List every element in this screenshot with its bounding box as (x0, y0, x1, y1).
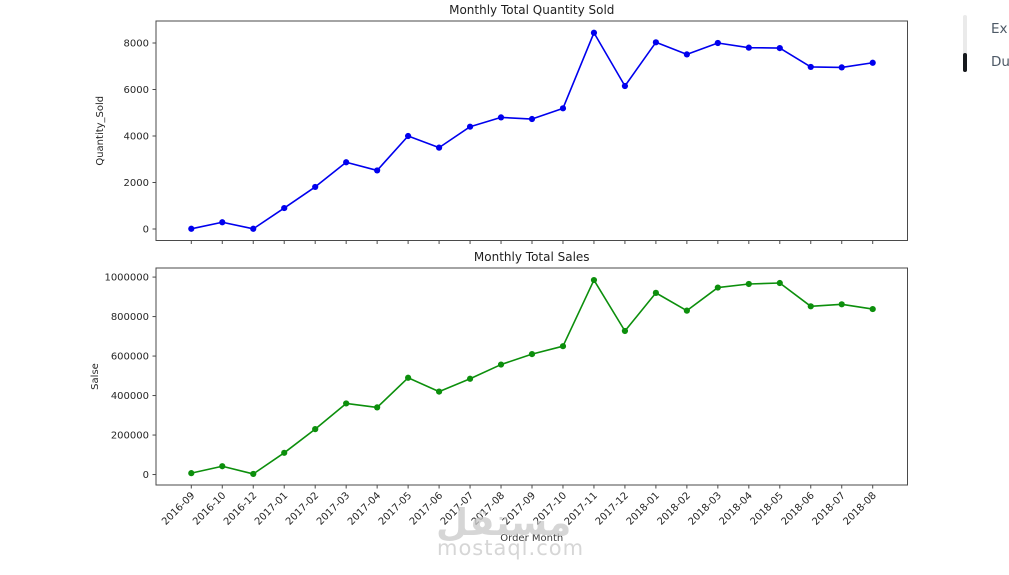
y-axis-label: Salse (90, 363, 101, 390)
export-menu-item[interactable]: Ex (991, 21, 1008, 37)
data-point (405, 132, 412, 140)
x-tick-label: 2018-08 (841, 490, 878, 527)
y-tick-label: 200000 (111, 430, 149, 441)
data-point (219, 219, 226, 226)
y-tick-label: 2000 (124, 178, 149, 189)
y-tick-label: 800000 (111, 312, 149, 323)
data-point (838, 301, 845, 308)
data-point (219, 463, 226, 470)
chart-title: Monthly Total Quantity Sold (449, 3, 614, 17)
scrollbar-thumb[interactable] (963, 53, 967, 72)
data-point (466, 123, 474, 130)
data-point (466, 375, 474, 382)
data-point (528, 350, 536, 358)
data-point (312, 183, 319, 191)
x-tick-label: 2016-09 (160, 490, 197, 527)
y-tick-label: 0 (143, 224, 149, 235)
data-point (250, 470, 257, 478)
x-axis-label: Order Month (500, 533, 563, 544)
data-point (807, 63, 814, 71)
data-point (559, 343, 567, 350)
x-tick-label: 2017-06 (408, 490, 445, 527)
duplicate-menu-item[interactable]: Du (991, 54, 1009, 70)
data-point (683, 307, 690, 314)
x-tick-label: 2017-10 (532, 490, 569, 527)
x-tick-label: 2018-06 (780, 490, 817, 527)
x-tick-label: 2017-11 (563, 490, 600, 527)
data-point (621, 82, 629, 90)
data-point (188, 225, 195, 232)
y-tick-label: 600000 (111, 351, 149, 362)
x-tick-label: 2017-07 (439, 490, 476, 527)
data-point (590, 29, 598, 36)
x-tick-label: 2016-10 (191, 490, 228, 527)
data-point (497, 361, 505, 368)
data-point (869, 305, 876, 313)
data-point (807, 303, 814, 310)
y-tick-label: 0 (143, 470, 149, 481)
data-point (405, 374, 412, 381)
data-point (745, 280, 752, 288)
data-point (343, 159, 350, 166)
data-point (528, 115, 536, 123)
data-point (435, 388, 443, 395)
x-tick-label: 2017-01 (253, 490, 290, 527)
chart-title: Monthly Total Sales (474, 250, 590, 264)
x-tick-label: 2018-03 (687, 490, 724, 527)
data-point (869, 59, 876, 66)
x-tick-label: 2017-04 (346, 490, 383, 527)
x-tick-label: 2017-09 (501, 490, 538, 527)
data-point (497, 114, 505, 121)
data-point (312, 426, 319, 433)
data-point (745, 44, 752, 51)
x-tick-label: 2017-03 (315, 490, 352, 527)
data-point (776, 45, 783, 52)
y-tick-label: 400000 (111, 391, 149, 402)
x-tick-label: 2017-05 (377, 490, 414, 527)
data-point (683, 51, 690, 58)
data-point (714, 39, 721, 47)
data-point (374, 167, 381, 174)
x-tick-label: 2017-02 (284, 490, 321, 527)
data-point (621, 327, 629, 335)
data-point (188, 470, 195, 477)
data-point (590, 276, 598, 284)
data-point (652, 39, 659, 46)
data-point (435, 144, 443, 151)
x-tick-label: 2018-01 (625, 490, 662, 527)
x-tick-label: 2017-12 (594, 490, 631, 527)
x-tick-label: 2017-08 (470, 490, 507, 527)
y-tick-label: 4000 (124, 131, 149, 142)
data-point (776, 279, 783, 287)
x-tick-label: 2016-12 (222, 490, 259, 527)
plot-frame (155, 20, 908, 241)
data-point (281, 204, 288, 212)
data-point (714, 284, 721, 291)
panel-scrollbar[interactable] (963, 15, 967, 72)
data-point (281, 449, 288, 456)
data-point (559, 105, 567, 112)
y-tick-label: 6000 (124, 85, 149, 96)
data-point (250, 225, 257, 232)
data-point (838, 64, 845, 71)
data-point (652, 289, 659, 296)
x-tick-label: 2018-02 (656, 490, 693, 527)
data-point (374, 404, 381, 411)
y-tick-label: 8000 (124, 38, 149, 49)
plot-frame (155, 267, 908, 486)
x-tick-label: 2018-04 (718, 490, 755, 527)
x-tick-label: 2018-05 (749, 490, 786, 527)
x-tick-label: 2018-07 (811, 490, 848, 527)
y-axis-label: Quantity_Sold (95, 96, 106, 166)
data-line (191, 31, 873, 230)
data-line (191, 279, 873, 475)
data-point (343, 400, 350, 407)
y-tick-label: 1000000 (104, 272, 149, 283)
